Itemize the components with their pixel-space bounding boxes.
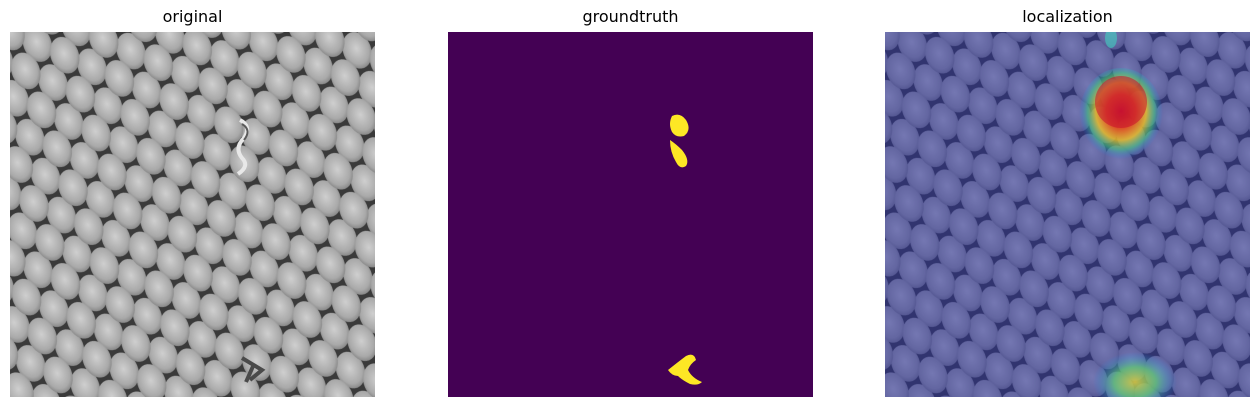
heat-region-bottom (1093, 352, 1177, 397)
mask-region-2 (670, 140, 688, 168)
original-image (10, 32, 375, 397)
groundtruth-mask (448, 32, 813, 397)
localization-heatmap (885, 32, 1250, 397)
mask-region-1 (670, 114, 689, 137)
defect-mark-bottom (240, 356, 266, 383)
mask-region-3 (668, 354, 702, 385)
panel-title-original: original (162, 7, 223, 26)
panel-title-groundtruth: groundtruth (582, 7, 679, 26)
panel-title-localization: localization (1022, 7, 1113, 26)
